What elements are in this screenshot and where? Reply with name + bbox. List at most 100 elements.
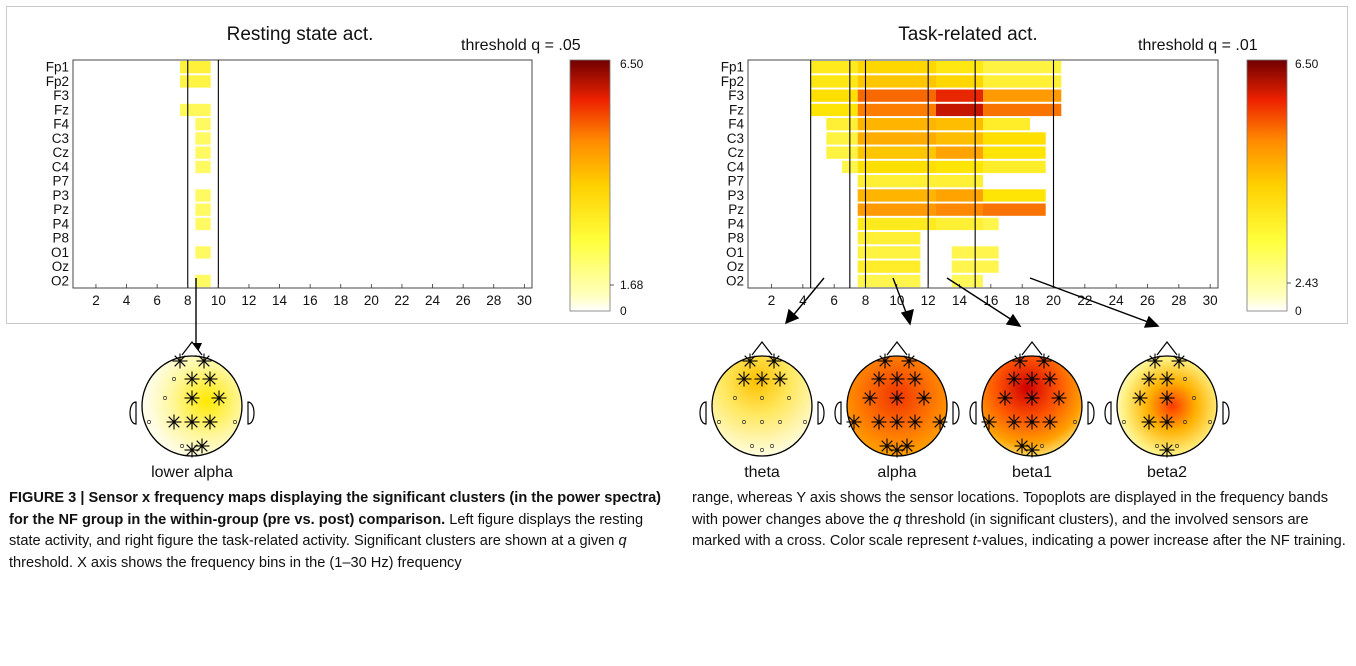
sensor-cross-marker bbox=[1042, 414, 1058, 430]
heatmap-cell bbox=[951, 274, 983, 288]
sensor-cross-marker bbox=[172, 353, 188, 369]
sensor-dot bbox=[742, 420, 746, 424]
sensor-cross-marker bbox=[1051, 390, 1067, 406]
right-panel-title: Task-related act. bbox=[898, 24, 1037, 45]
heatmap-cell bbox=[195, 132, 211, 145]
caption-right-text1: range, whereas Y axis shows the sensor l… bbox=[692, 490, 1329, 528]
caption-right-text2: threshold (in significant clusters), and… bbox=[692, 511, 1309, 550]
heatmap-cell bbox=[983, 103, 1062, 117]
heatmap-cell bbox=[936, 103, 983, 117]
heatmap-cell bbox=[936, 160, 983, 174]
heatmap-cell bbox=[195, 274, 211, 288]
heatmap-cell bbox=[983, 217, 999, 231]
x-tick-label: 26 bbox=[1140, 293, 1155, 308]
y-tick-label: P3 bbox=[727, 188, 744, 203]
heatmap-cell bbox=[195, 189, 211, 202]
sensor-cross-marker bbox=[742, 353, 758, 369]
sensor-dot bbox=[1155, 444, 1159, 448]
x-tick-label: 4 bbox=[799, 293, 807, 308]
y-tick-label: Pz bbox=[53, 202, 69, 217]
heatmap-cell bbox=[195, 246, 211, 259]
y-tick-label: O2 bbox=[51, 273, 69, 288]
heatmap-cell bbox=[936, 175, 983, 188]
sensor-dot bbox=[1183, 377, 1187, 381]
heatmap-cell bbox=[810, 61, 858, 74]
heatmap-cell bbox=[983, 146, 1046, 159]
x-tick-label: 8 bbox=[862, 293, 870, 308]
sensor-cross-marker bbox=[202, 371, 218, 387]
heatmap-cell bbox=[983, 160, 1046, 174]
heatmap-cell bbox=[195, 118, 211, 131]
x-tick-label: 20 bbox=[364, 293, 379, 308]
left-colorbar-bar bbox=[569, 59, 611, 312]
heatmap-cell bbox=[936, 132, 983, 145]
heatmap-cell bbox=[857, 274, 921, 288]
sensor-cross-marker bbox=[899, 438, 915, 454]
heatmap-cell bbox=[983, 132, 1046, 145]
sensor-cross-marker bbox=[877, 353, 893, 369]
topoplot-label-beta2: beta2 bbox=[1147, 464, 1187, 481]
heatmap-cell bbox=[857, 118, 936, 131]
sensor-dot bbox=[1040, 444, 1044, 448]
y-tick-label: Fz bbox=[54, 102, 69, 117]
x-tick-label: 20 bbox=[1046, 293, 1061, 308]
sensor-cross-marker bbox=[1036, 353, 1052, 369]
heatmap-cell bbox=[826, 146, 858, 159]
sensor-dot bbox=[1122, 420, 1126, 424]
left-panel-title: Resting state act. bbox=[227, 24, 374, 45]
heatmap-cell bbox=[936, 89, 983, 102]
caption-left-text1: Left figure displays the resting state a… bbox=[9, 511, 644, 550]
x-tick-label: 24 bbox=[425, 293, 441, 308]
heatmap-cell bbox=[180, 103, 211, 117]
caption-left-q: q bbox=[618, 533, 627, 549]
sensor-dot bbox=[1175, 444, 1179, 448]
sensor-cross-marker bbox=[1159, 414, 1175, 430]
heatmap-cell bbox=[826, 132, 858, 145]
sensor-dot bbox=[147, 420, 151, 424]
heatmap-cell bbox=[857, 217, 936, 231]
topoplot-label-lower-alpha: lower alpha bbox=[151, 464, 233, 481]
right-arrows bbox=[785, 277, 1160, 328]
left-threshold-label: threshold q = .05 bbox=[461, 37, 581, 54]
x-tick-label: 18 bbox=[333, 293, 348, 308]
sensor-dot bbox=[778, 420, 782, 424]
heatmap-cell bbox=[857, 175, 936, 188]
sensor-cross-marker bbox=[889, 390, 905, 406]
heatmap-cell bbox=[195, 160, 211, 174]
sensor-dot bbox=[163, 396, 167, 400]
heatmap-cell bbox=[936, 203, 983, 216]
x-tick-label: 8 bbox=[184, 293, 192, 308]
y-tick-label: F4 bbox=[53, 117, 69, 132]
heatmap-cell bbox=[857, 160, 936, 174]
caption-right-q: q bbox=[893, 511, 902, 528]
left-colorbar: 6.50 1.68 0 bbox=[569, 57, 644, 318]
sensor-cross-marker bbox=[166, 414, 182, 430]
y-tick-label: Cz bbox=[53, 145, 70, 160]
heatmap-cell bbox=[810, 75, 858, 88]
sensor-dot bbox=[172, 377, 176, 381]
heatmap-cell bbox=[857, 189, 936, 202]
sensor-dot bbox=[770, 444, 774, 448]
right-threshold-label: threshold q = .01 bbox=[1138, 37, 1258, 54]
y-tick-label: C4 bbox=[52, 159, 70, 174]
y-tick-label: P4 bbox=[727, 216, 744, 231]
x-tick-label: 18 bbox=[1015, 293, 1030, 308]
sensor-dot bbox=[717, 420, 721, 424]
heatmap-cell bbox=[983, 189, 1046, 202]
sensor-dot bbox=[1073, 420, 1077, 424]
y-tick-label: P4 bbox=[52, 216, 69, 231]
heatmap-cell bbox=[857, 146, 936, 159]
sensor-cross-marker bbox=[772, 371, 788, 387]
heatmap-cell bbox=[195, 217, 211, 231]
y-tick-label: F3 bbox=[728, 88, 744, 103]
sensor-cross-marker bbox=[1024, 442, 1040, 458]
y-tick-label: P8 bbox=[727, 231, 744, 246]
sensor-cross-marker bbox=[1024, 371, 1040, 387]
sensor-cross-marker bbox=[1024, 414, 1040, 430]
y-tick-label: C3 bbox=[52, 131, 69, 146]
y-tick-label: C4 bbox=[727, 159, 745, 174]
heatmap-cell bbox=[826, 118, 858, 131]
heatmap-cell bbox=[936, 189, 983, 202]
x-tick-label: 30 bbox=[517, 293, 532, 308]
